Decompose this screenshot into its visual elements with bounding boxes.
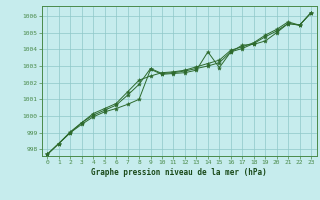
X-axis label: Graphe pression niveau de la mer (hPa): Graphe pression niveau de la mer (hPa): [91, 168, 267, 177]
